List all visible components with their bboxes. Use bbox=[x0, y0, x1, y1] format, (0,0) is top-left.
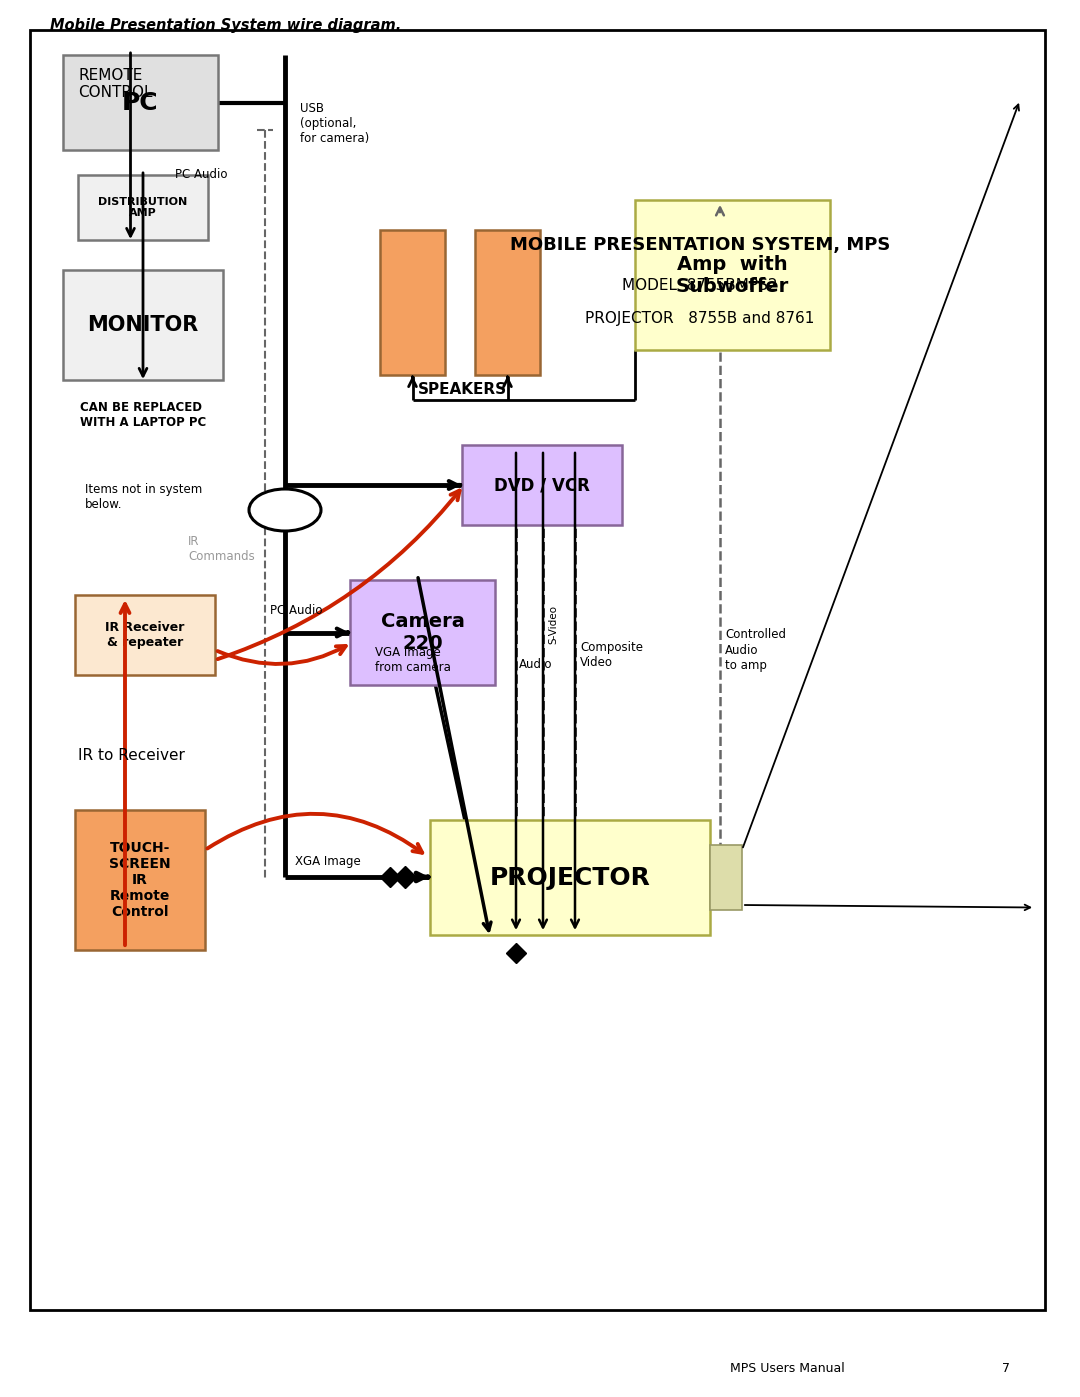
Text: REMOTE
CONTROL: REMOTE CONTROL bbox=[78, 68, 152, 101]
Bar bbox=[635, 200, 831, 351]
Ellipse shape bbox=[249, 489, 321, 531]
Text: Composite
Video: Composite Video bbox=[580, 641, 643, 669]
Bar bbox=[63, 54, 218, 149]
Bar bbox=[462, 446, 622, 525]
Text: IR
Commands: IR Commands bbox=[188, 535, 255, 563]
Text: MOBILE PRESENTATION SYSTEM, MPS: MOBILE PRESENTATION SYSTEM, MPS bbox=[510, 236, 890, 254]
Text: MONITOR: MONITOR bbox=[87, 314, 199, 335]
Text: MPS Users Manual: MPS Users Manual bbox=[730, 1362, 845, 1375]
Text: XGA Image: XGA Image bbox=[295, 855, 361, 869]
Text: PC Audio: PC Audio bbox=[175, 169, 228, 182]
Bar bbox=[63, 270, 222, 380]
Bar bbox=[710, 845, 742, 909]
Text: IR to Receiver: IR to Receiver bbox=[78, 747, 185, 763]
Text: Mobile Presentation System wire diagram.: Mobile Presentation System wire diagram. bbox=[50, 18, 402, 34]
Text: PROJECTOR   8755B and 8761: PROJECTOR 8755B and 8761 bbox=[585, 310, 814, 326]
Bar bbox=[350, 580, 495, 685]
Bar bbox=[475, 231, 540, 374]
Bar bbox=[75, 810, 205, 950]
Text: CAN BE REPLACED
WITH A LAPTOP PC: CAN BE REPLACED WITH A LAPTOP PC bbox=[80, 401, 206, 429]
Text: Items not in system
below.: Items not in system below. bbox=[85, 483, 202, 511]
Text: Amp  with
Subwoffer: Amp with Subwoffer bbox=[676, 254, 789, 296]
Text: DVD / VCR: DVD / VCR bbox=[494, 476, 590, 495]
Bar bbox=[78, 175, 208, 240]
Text: USB
(optional,
for camera): USB (optional, for camera) bbox=[300, 102, 369, 145]
Bar bbox=[380, 231, 445, 374]
Text: PC: PC bbox=[122, 91, 159, 115]
Text: PC Audio: PC Audio bbox=[270, 604, 323, 616]
Text: Controlled
Audio
to amp: Controlled Audio to amp bbox=[725, 629, 786, 672]
Text: PROJECTOR: PROJECTOR bbox=[489, 866, 650, 890]
Bar bbox=[75, 595, 215, 675]
Text: MODEL  8755BMPS2: MODEL 8755BMPS2 bbox=[622, 278, 778, 292]
Text: TOUCH-
SCREEN
IR
Remote
Control: TOUCH- SCREEN IR Remote Control bbox=[109, 841, 171, 919]
Text: SPEAKERS: SPEAKERS bbox=[418, 381, 507, 397]
Text: IR Receiver
& repeater: IR Receiver & repeater bbox=[106, 622, 185, 650]
Text: 7: 7 bbox=[1002, 1362, 1010, 1375]
Text: DISTRIBUTION
AMP: DISTRIBUTION AMP bbox=[98, 197, 188, 218]
Bar bbox=[430, 820, 710, 935]
Text: Camera
220: Camera 220 bbox=[380, 612, 464, 652]
Text: S-Video: S-Video bbox=[548, 605, 558, 644]
Text: VGA Image
from camera: VGA Image from camera bbox=[375, 645, 450, 673]
Text: Audio: Audio bbox=[519, 658, 553, 672]
